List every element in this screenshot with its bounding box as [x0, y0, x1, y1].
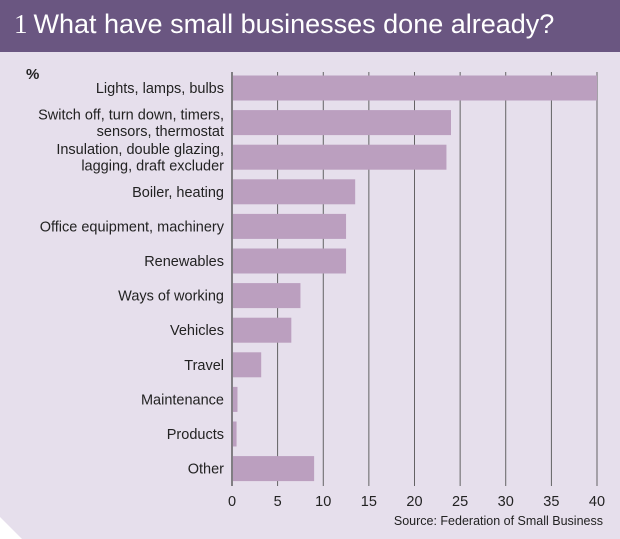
gridlines — [231, 72, 598, 486]
bar — [233, 352, 262, 378]
x-axis-ticks: 0 5 10 15 20 25 30 35 40 — [228, 494, 605, 510]
chart-header: 1 What have small businesses done already… — [0, 0, 620, 52]
unit-label: % — [26, 66, 39, 83]
x-tick-label: 0 — [228, 494, 236, 510]
x-tick-label: 25 — [452, 494, 468, 510]
category-label: sensors, thermostat — [97, 124, 224, 140]
category-label: Insulation, double glazing, — [56, 142, 224, 158]
category-label: Switch off, turn down, timers, — [38, 107, 224, 123]
x-tick-label: 20 — [406, 494, 422, 510]
category-label: Travel — [184, 358, 224, 374]
corner-fold-decoration — [0, 517, 22, 539]
category-label: Boiler, heating — [132, 185, 224, 201]
chart-number: 1 — [14, 9, 28, 39]
bar — [233, 213, 347, 239]
bar — [233, 456, 315, 482]
bar — [233, 75, 597, 101]
x-tick-label: 15 — [361, 494, 377, 510]
bar — [233, 248, 347, 274]
category-label: lagging, draft excluder — [81, 158, 224, 174]
bar — [233, 317, 292, 343]
category-label: Maintenance — [141, 392, 224, 408]
source-note: Source: Federation of Small Business — [394, 514, 603, 528]
category-label: Products — [167, 427, 224, 443]
category-label: Renewables — [144, 254, 224, 270]
x-tick-label: 30 — [498, 494, 514, 510]
category-label: Vehicles — [170, 323, 224, 339]
bar — [233, 144, 447, 170]
x-tick-label: 5 — [274, 494, 282, 510]
bar — [233, 421, 237, 447]
category-label: Other — [188, 462, 224, 478]
chart-title-text: What have small businesses done already? — [33, 9, 555, 39]
bar — [233, 179, 356, 205]
bar — [233, 110, 451, 136]
bar — [233, 386, 238, 412]
x-tick-label: 10 — [315, 494, 331, 510]
category-label: Ways of working — [118, 289, 224, 305]
category-label: Lights, lamps, bulbs — [96, 81, 224, 97]
bar — [233, 283, 301, 309]
bars — [233, 75, 597, 482]
x-tick-label: 35 — [543, 494, 559, 510]
x-tick-label: 40 — [589, 494, 605, 510]
category-label: Office equipment, machinery — [40, 219, 225, 235]
category-labels: Lights, lamps, bulbs Switch off, turn dow… — [38, 81, 225, 478]
chart-title: 1 What have small businesses done already… — [14, 9, 554, 40]
